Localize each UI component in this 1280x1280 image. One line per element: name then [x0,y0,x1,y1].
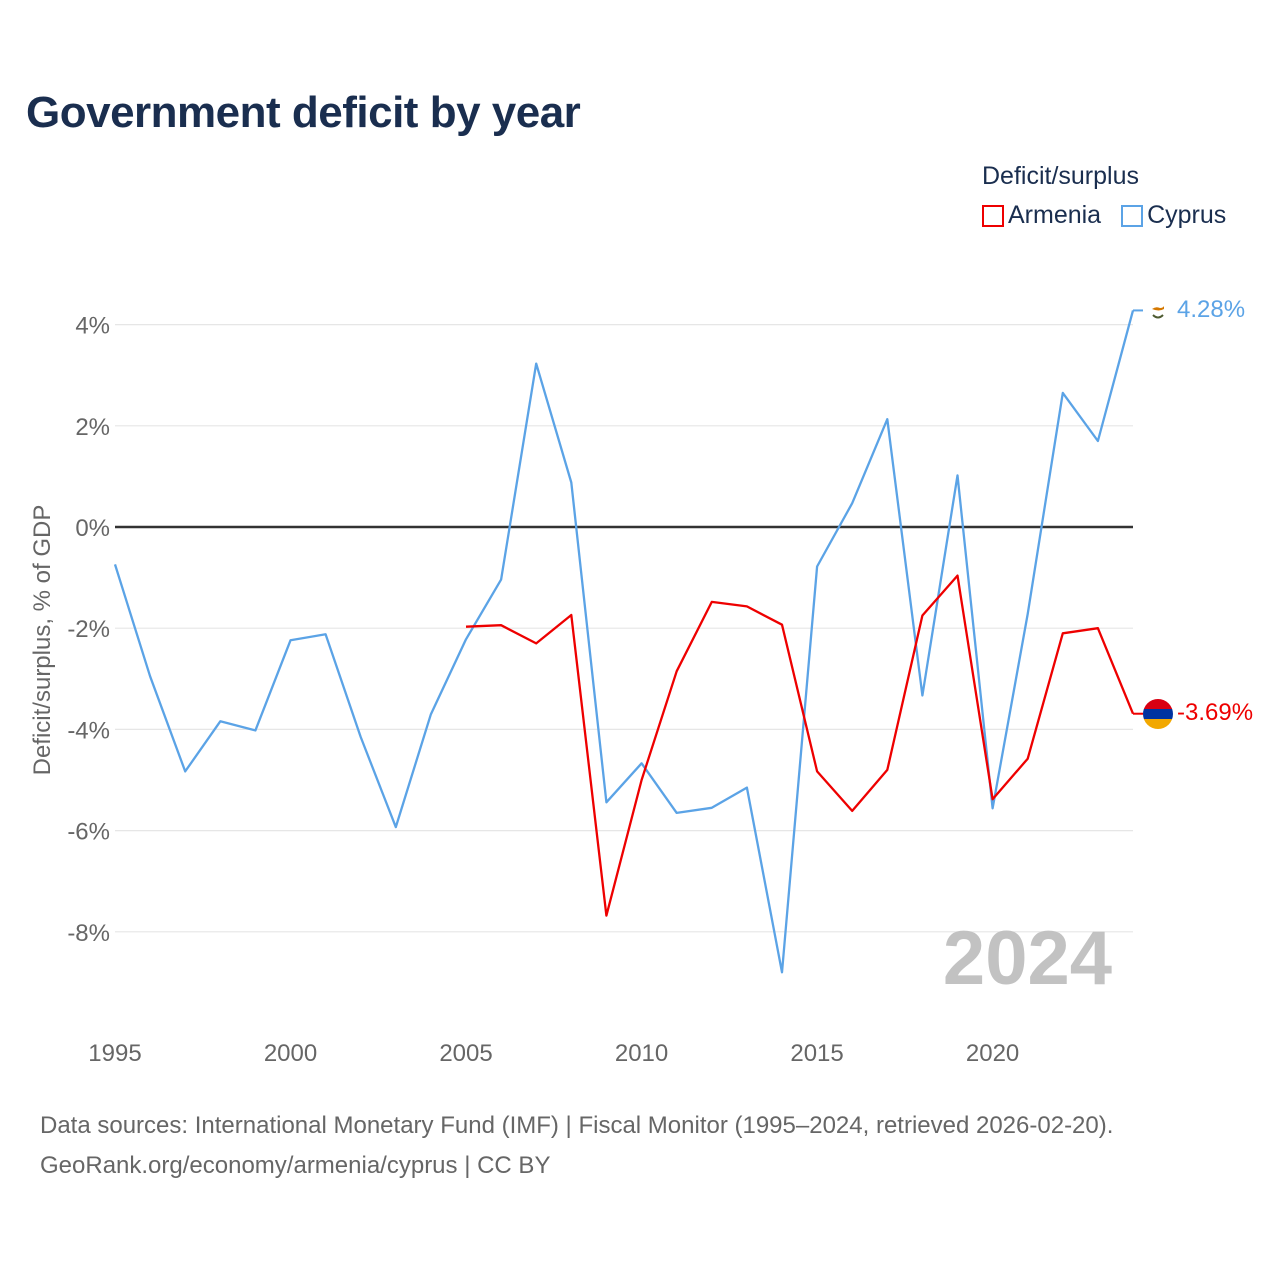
armenia-flag-icon [1143,699,1173,729]
y-tick-label: 4% [75,313,110,340]
legend-swatch-cyprus [1121,204,1144,227]
armenia-flag-stripe [1143,709,1173,720]
series-line-cyprus [113,310,1135,974]
armenia-flag-stripe [1143,719,1173,729]
x-tick-label: 2020 [966,1040,1019,1067]
end-label-cyprus: 4.28% [1177,296,1245,323]
y-tick-label: 0% [75,515,110,542]
y-tick-label: -2% [67,616,110,643]
legend-label-armenia: Armenia [1008,201,1102,229]
legend: Deficit/surplus Armenia Cyprus [982,162,1226,230]
footer: Data sources: International Monetary Fun… [40,1106,1113,1186]
x-tick-label: 2005 [439,1040,492,1067]
legend-item-armenia[interactable]: Armenia [982,201,1101,230]
armenia-flag-stripe [1143,699,1173,710]
cyprus-flag-branch-icon [1152,314,1164,319]
y-tick-label: -6% [67,819,110,846]
legend-item-cyprus[interactable]: Cyprus [1121,201,1226,230]
x-tick-label: 2015 [790,1040,843,1067]
attribution-link[interactable]: GeoRank.org/economy/armenia/cyprus | CC … [40,1152,551,1179]
legend-label-cyprus: Cyprus [1147,201,1227,229]
cyprus-flag-island-icon [1152,306,1164,311]
x-tick-label: 2010 [615,1040,668,1067]
y-tick-label: -8% [67,920,110,947]
legend-swatch-armenia [982,204,1004,227]
series-line-armenia [465,574,1135,917]
y-tick-label: -4% [67,717,110,744]
year-watermark: 2024 [943,916,1112,1001]
chart-title: Government deficit by year [26,88,581,137]
y-axis-label: Deficit/surplus, % of GDP [29,505,56,776]
legend-title: Deficit/surplus [982,162,1139,190]
end-label-armenia: -3.69% [1177,699,1253,726]
x-tick-label: 1995 [88,1040,141,1067]
data-source-note: Data sources: International Monetary Fun… [40,1112,1114,1139]
y-tick-label: 2% [75,414,110,441]
x-tick-label: 2000 [264,1040,317,1067]
